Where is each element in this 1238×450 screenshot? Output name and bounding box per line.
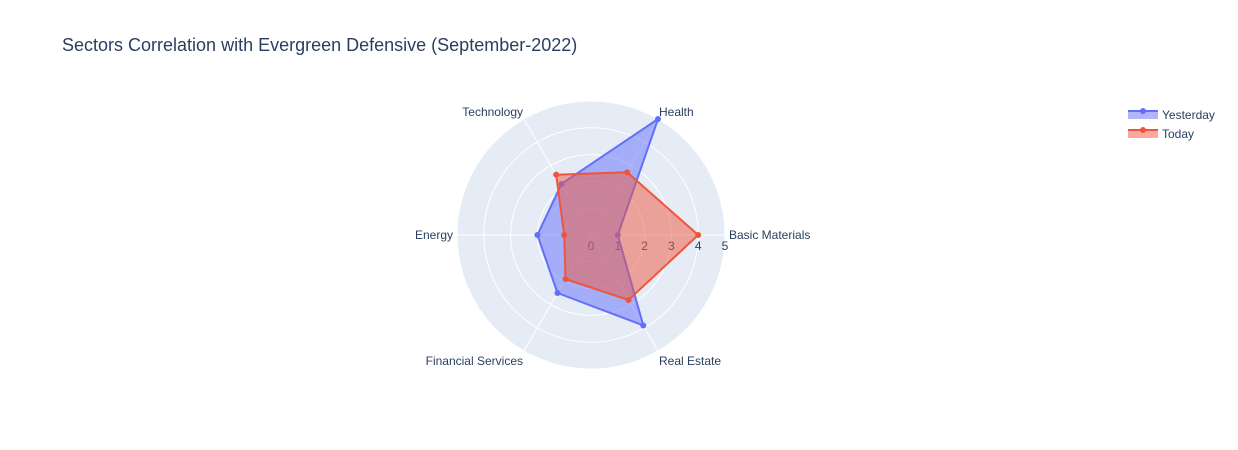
polar-area: 012345Basic MaterialsHealthTechnologyEne… [415,100,810,370]
category-label: Real Estate [659,354,721,368]
series-point-yesterday [534,232,541,238]
chart-title: Sectors Correlation with Evergreen Defen… [62,35,577,55]
category-label: Health [659,105,694,119]
series-point-today [624,169,631,176]
legend-swatch [1128,130,1158,138]
category-label: Basic Materials [729,228,810,242]
radial-tick-label: 5 [722,239,729,253]
series-point-today [625,296,632,303]
legend-label: Yesterday [1162,108,1215,122]
legend-item-yesterday[interactable]: Yesterday [1128,108,1215,122]
radial-tick-label: 4 [695,239,702,253]
legend-label: Today [1162,127,1194,141]
category-label: Energy [415,228,453,242]
series-point-today [561,232,568,238]
series-point-today [553,171,560,178]
series-point-today [695,232,702,238]
series-point-yesterday [640,322,647,329]
legend-item-today[interactable]: Today [1128,127,1194,141]
series-point-yesterday [554,290,561,297]
series-point-yesterday [655,115,661,122]
legend-marker [1140,108,1146,114]
legend-marker [1140,127,1146,133]
series-point-today [562,276,569,283]
category-label: Financial Services [426,354,523,368]
legend[interactable]: Yesterday Today [1128,108,1215,141]
legend-swatch [1128,111,1158,119]
category-label: Technology [462,105,523,119]
